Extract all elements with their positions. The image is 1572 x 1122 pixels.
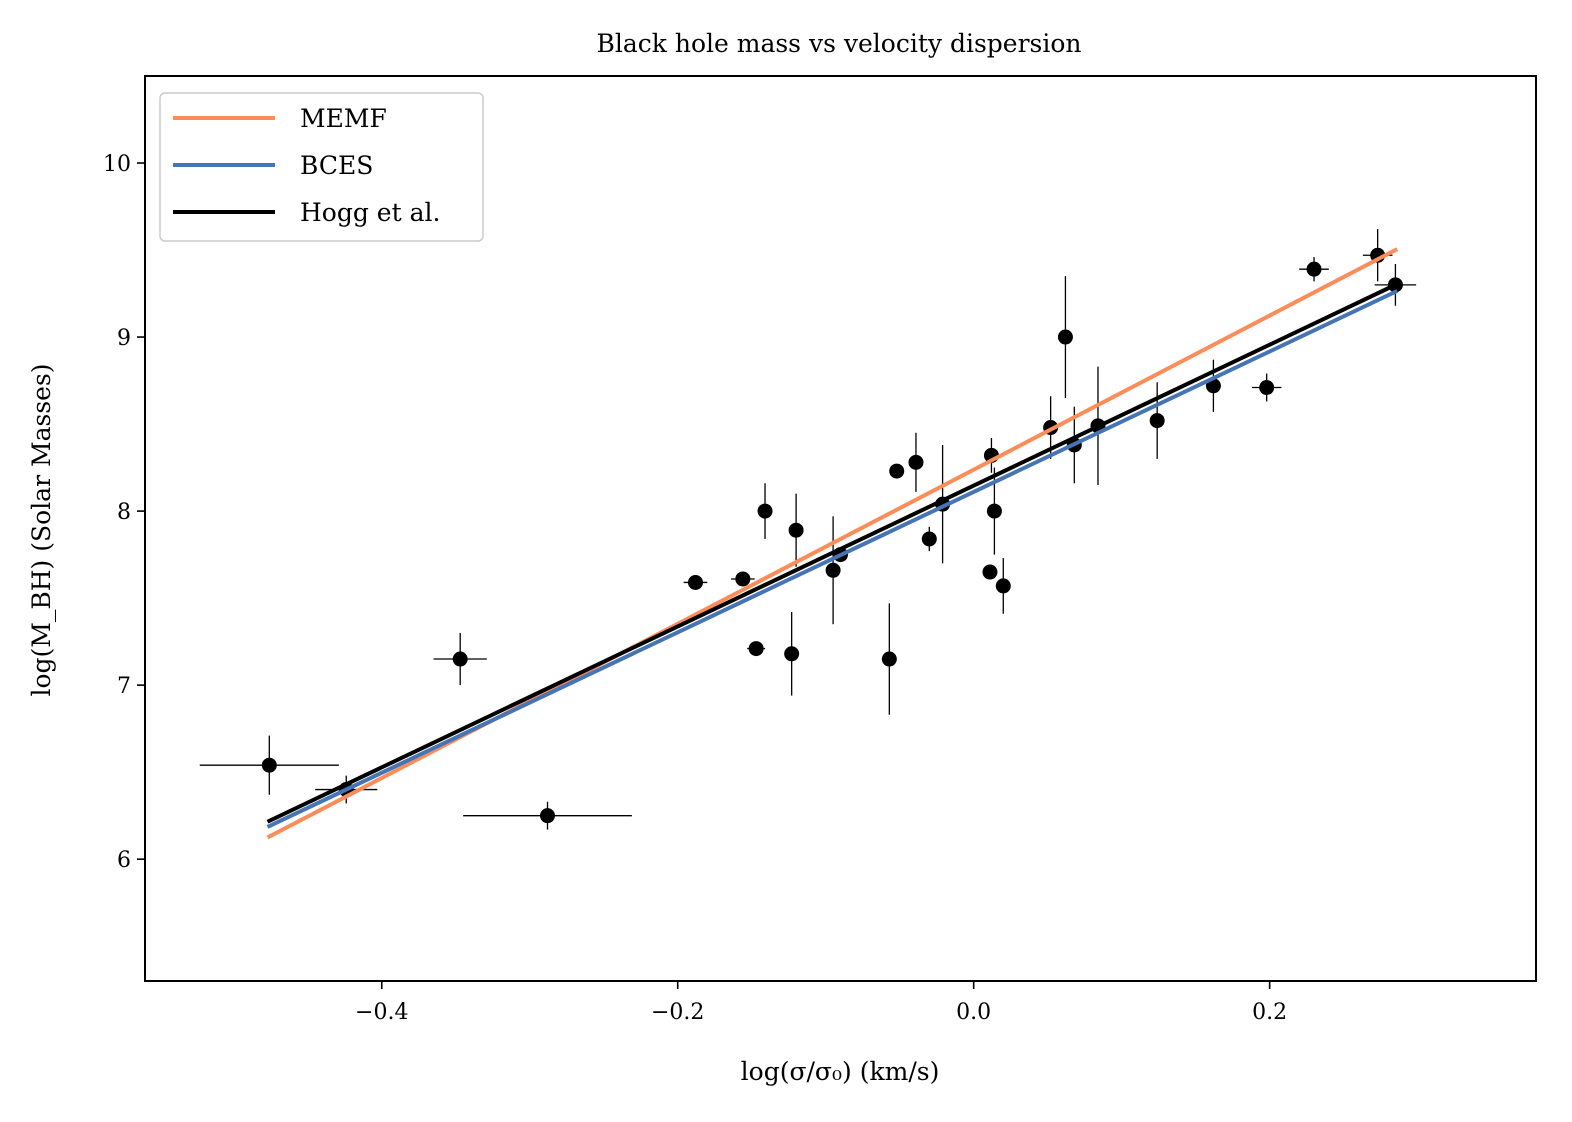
- data-point-marker: [908, 454, 924, 470]
- data-point-marker: [687, 574, 703, 590]
- y-axis-ticks: 6 7 8 9 10: [103, 152, 145, 873]
- data-point-marker: [452, 651, 468, 667]
- data-point-marker: [540, 808, 556, 824]
- legend-box: [159, 92, 484, 242]
- data-point: [1251, 373, 1282, 402]
- data-point: [730, 571, 755, 587]
- x-tick-label: −0.4: [355, 1000, 408, 1025]
- data-point: [881, 603, 897, 715]
- data-point-marker: [881, 651, 897, 667]
- y-tick-label: 6: [117, 848, 131, 873]
- data-point: [825, 516, 841, 625]
- x-axis-label: log(σ/σ₀) (km/s): [741, 1057, 940, 1086]
- fit-line-memf: [266, 247, 1399, 840]
- y-tick-label: 9: [117, 326, 131, 351]
- legend: MEMF BCES Hogg et al.: [159, 92, 484, 242]
- fit-lines: [266, 247, 1399, 840]
- data-point-marker: [986, 503, 1002, 519]
- x-tick-label: −0.2: [651, 1000, 704, 1025]
- y-axis-label: log(M_BH) (Solar Masses): [27, 363, 56, 696]
- data-point: [784, 612, 800, 696]
- y-tick-label: 10: [103, 152, 131, 177]
- data-point-marker: [982, 564, 998, 580]
- data-point-marker: [921, 531, 937, 547]
- data-point: [757, 483, 773, 539]
- data-point: [995, 558, 1011, 614]
- legend-label: Hogg et al.: [300, 198, 440, 227]
- data-point: [463, 801, 632, 830]
- data-point-marker: [995, 578, 1011, 594]
- data-point: [908, 432, 924, 492]
- data-point-marker: [825, 562, 841, 578]
- data-point: [1057, 276, 1073, 398]
- x-tick-label: 0.0: [956, 1000, 991, 1025]
- data-points: [199, 229, 1417, 830]
- data-point: [747, 641, 766, 657]
- x-axis-ticks: −0.4 −0.2 0.0 0.2: [355, 981, 1287, 1025]
- data-point-marker: [788, 522, 804, 538]
- data-point-marker: [784, 646, 800, 662]
- legend-items: MEMF BCES Hogg et al.: [173, 104, 440, 227]
- plot-area: [199, 229, 1417, 840]
- data-point: [983, 438, 999, 473]
- data-point: [1299, 257, 1329, 282]
- data-point: [433, 632, 487, 686]
- data-point: [982, 564, 998, 580]
- y-tick-label: 7: [117, 674, 131, 699]
- data-point-marker: [735, 571, 751, 587]
- data-point: [199, 735, 339, 795]
- data-point: [1149, 382, 1165, 459]
- fit-line-bces: [266, 289, 1399, 829]
- data-point-marker: [757, 503, 773, 519]
- legend-label: MEMF: [300, 104, 387, 133]
- data-point: [889, 463, 905, 479]
- data-point-marker: [1306, 261, 1322, 277]
- x-tick-label: 0.2: [1252, 1000, 1287, 1025]
- y-tick-label: 8: [117, 500, 131, 525]
- legend-label: BCES: [300, 151, 373, 180]
- data-point-marker: [1149, 413, 1165, 429]
- data-point-marker: [889, 463, 905, 479]
- fit-line-hogg-et-al: [266, 282, 1399, 824]
- chart-title: Black hole mass vs velocity dispersion: [596, 29, 1081, 58]
- data-point: [788, 493, 804, 567]
- data-point: [921, 526, 937, 552]
- data-point-marker: [261, 757, 277, 773]
- data-point-marker: [1259, 380, 1275, 396]
- data-point-marker: [748, 641, 764, 657]
- data-point: [683, 574, 708, 590]
- data-point-marker: [1057, 329, 1073, 345]
- plot-frame: [144, 75, 1537, 982]
